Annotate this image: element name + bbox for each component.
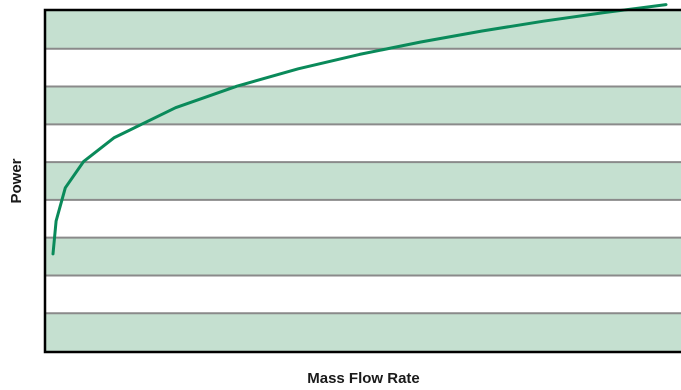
band (46, 313, 681, 351)
plot-frame (43, 8, 681, 354)
band (46, 162, 681, 200)
band (46, 124, 681, 163)
band (46, 237, 681, 276)
band (46, 86, 681, 125)
band (46, 199, 681, 238)
series-layer (51, 3, 668, 256)
background-bands (46, 11, 681, 351)
band (46, 275, 681, 314)
x-axis-label: Mass Flow Rate (307, 370, 420, 387)
y-axis-label: Power (8, 158, 25, 203)
series-line (51, 3, 668, 256)
horizontal-gridlines (46, 47, 681, 315)
